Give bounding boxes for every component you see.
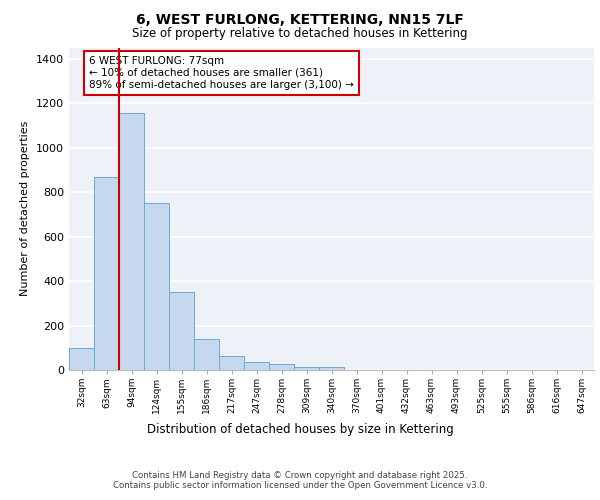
Text: 6, WEST FURLONG, KETTERING, NN15 7LF: 6, WEST FURLONG, KETTERING, NN15 7LF (136, 12, 464, 26)
Bar (269, 364, 294, 370)
Bar (319, 368, 344, 370)
Bar (144, 203, 169, 370)
Bar (244, 362, 269, 370)
Y-axis label: Number of detached properties: Number of detached properties (20, 121, 31, 296)
Bar (294, 366, 319, 370)
Text: Size of property relative to detached houses in Kettering: Size of property relative to detached ho… (132, 28, 468, 40)
Bar (219, 356, 244, 370)
Text: Contains HM Land Registry data © Crown copyright and database right 2025.
Contai: Contains HM Land Registry data © Crown c… (113, 470, 487, 490)
Bar (194, 339, 219, 370)
Bar (169, 292, 194, 370)
Bar (69, 348, 94, 370)
Text: Distribution of detached houses by size in Kettering: Distribution of detached houses by size … (146, 422, 454, 436)
Text: 6 WEST FURLONG: 77sqm
← 10% of detached houses are smaller (361)
89% of semi-det: 6 WEST FURLONG: 77sqm ← 10% of detached … (89, 56, 354, 90)
Bar (119, 113, 144, 370)
Bar (94, 176, 119, 370)
